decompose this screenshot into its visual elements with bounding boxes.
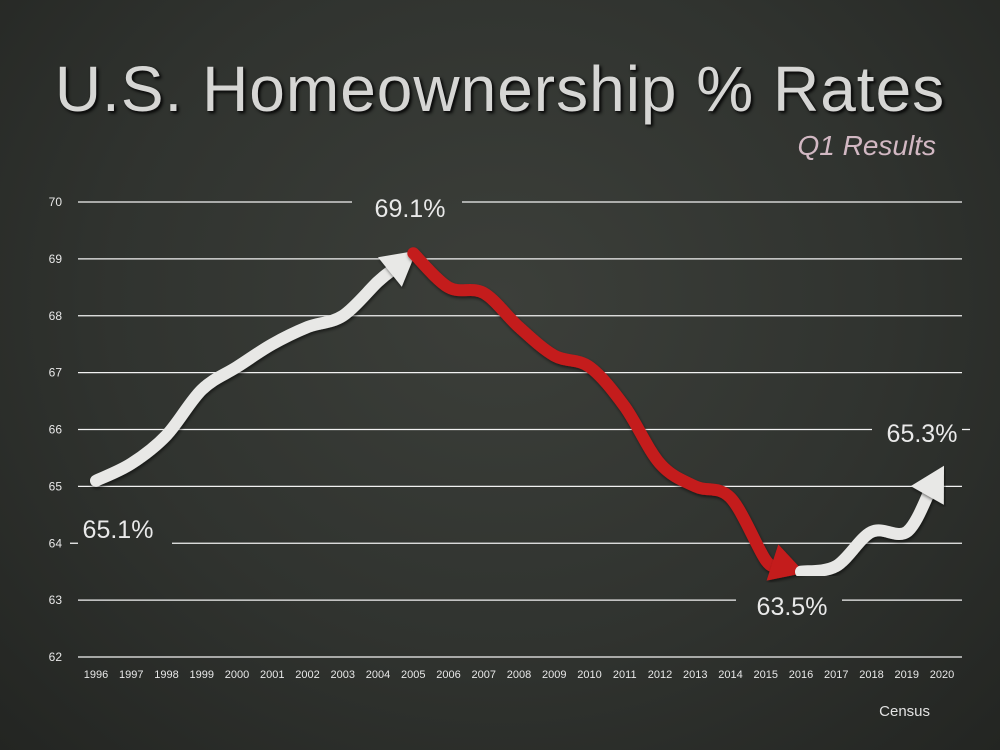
series-segment-rising — [90, 262, 401, 487]
x-tick-label: 2017 — [824, 669, 848, 681]
x-tick-label: 2006 — [436, 669, 460, 681]
source-note: Census — [879, 703, 930, 720]
x-tick-label: 2012 — [648, 669, 672, 681]
x-tick-label: 2001 — [260, 669, 284, 681]
x-tick-label: 2019 — [895, 669, 919, 681]
data-label: 65.1% — [83, 516, 154, 544]
x-tick-label: 2014 — [718, 669, 742, 681]
y-tick-label: 68 — [49, 309, 63, 323]
series-segment-rising — [795, 484, 937, 578]
data-label: 69.1% — [375, 195, 446, 223]
y-tick-label: 65 — [49, 479, 63, 493]
x-tick-label: 1999 — [190, 669, 214, 681]
x-tick-label: 2011 — [613, 669, 637, 681]
x-tick-label: 2008 — [507, 669, 531, 681]
x-tick-label: 2010 — [577, 669, 601, 681]
arrowhead — [378, 250, 417, 287]
x-tick-label: 2020 — [930, 669, 954, 681]
x-tick-label: 2018 — [859, 669, 883, 681]
x-tick-label: 2016 — [789, 669, 813, 681]
y-tick-label: 66 — [49, 423, 63, 437]
x-tick-label: 2007 — [472, 669, 496, 681]
series-line — [90, 247, 944, 581]
x-tick-label: 1996 — [84, 669, 108, 681]
arrowhead — [910, 465, 944, 505]
data-label: 63.5% — [757, 593, 828, 621]
x-tick-label: 2015 — [754, 669, 778, 681]
x-tick-label: 2009 — [542, 669, 566, 681]
y-tick-label: 70 — [49, 195, 63, 209]
y-axis: 62 63 64 65 66 67 68 69 70 — [49, 195, 63, 664]
x-tick-label: 2002 — [295, 669, 319, 681]
x-tick-label: 1997 — [119, 669, 143, 681]
x-tick-label: 2004 — [366, 669, 390, 681]
series-segment-falling — [407, 247, 785, 573]
data-label: 65.3% — [887, 420, 958, 448]
y-tick-label: 62 — [49, 650, 63, 664]
x-tick-label: 2003 — [331, 669, 355, 681]
chart-title: U.S. Homeownership % Rates — [54, 53, 946, 125]
x-axis: 1996 1997 1998 1999 2000 2001 2002 2003 2004 2005… — [84, 669, 954, 681]
y-tick-label: 64 — [49, 536, 63, 550]
y-tick-label: 67 — [49, 366, 63, 380]
x-tick-label: 2000 — [225, 669, 249, 681]
x-tick-label: 2013 — [683, 669, 707, 681]
x-tick-label: 1998 — [154, 669, 178, 681]
x-tick-label: 2005 — [401, 669, 425, 681]
y-tick-label: 63 — [49, 593, 63, 607]
y-tick-label: 69 — [49, 252, 63, 266]
chart-subtitle: Q1 Results — [797, 130, 937, 161]
data-labels: 65.1% 69.1% 63.5% 65.3% — [83, 195, 958, 621]
grid-lines — [70, 201, 970, 658]
